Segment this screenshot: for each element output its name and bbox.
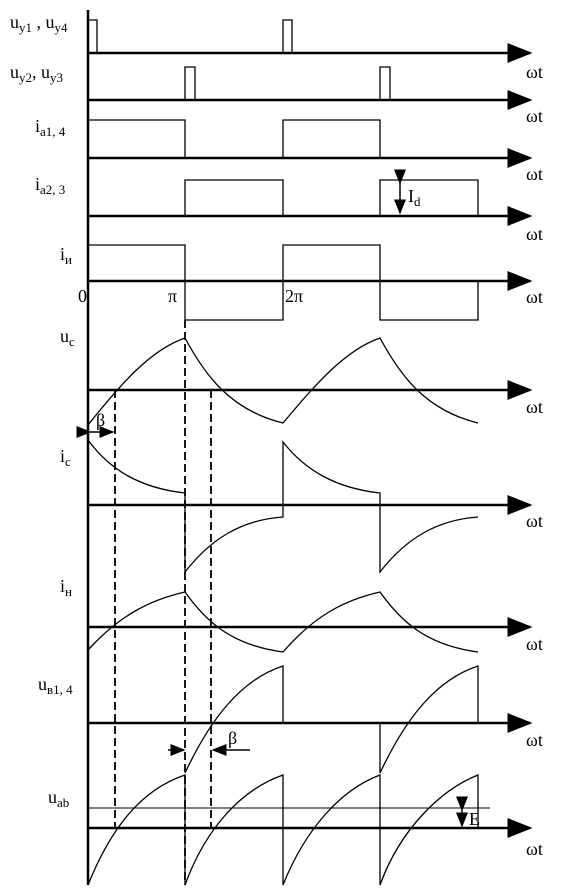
- axes: [86, 10, 533, 885]
- text: , u: [32, 12, 55, 32]
- angle-label: β: [228, 728, 237, 748]
- text: I: [408, 186, 414, 206]
- text: i: [60, 576, 65, 596]
- current-label: Id: [408, 186, 421, 209]
- signal-label: ic: [60, 446, 71, 469]
- subscript: c: [69, 334, 75, 349]
- phase-tick: 2π: [285, 286, 303, 306]
- text: u: [10, 12, 19, 32]
- phase-tick: 0: [78, 286, 87, 306]
- subscript: и: [65, 252, 72, 267]
- subscript: ab: [57, 795, 69, 810]
- axis-label: ωt: [526, 106, 543, 126]
- waveforms: [87, 19, 479, 886]
- axis-label: ωt: [526, 62, 543, 82]
- labels: 0 π 2π β β E: [78, 286, 480, 829]
- subscript: a1, 4: [40, 124, 66, 139]
- axis-label: ωt: [526, 287, 543, 307]
- signal-label: uab: [48, 787, 69, 810]
- subscript: y2: [19, 70, 32, 85]
- subscript: a2, 3: [40, 182, 65, 197]
- axis-label: ωt: [526, 511, 543, 531]
- signal-label: ia2, 3: [35, 174, 65, 197]
- subscript: y3: [50, 70, 63, 85]
- text: u: [10, 62, 19, 82]
- axis-label: ωt: [526, 224, 543, 244]
- signal-label: iн: [60, 576, 72, 599]
- text: i: [35, 174, 40, 194]
- text: u: [38, 674, 47, 694]
- subscript: c: [65, 454, 71, 469]
- text: i: [35, 116, 40, 136]
- signal-label: ia1, 4: [35, 116, 66, 139]
- subscript: y4: [55, 20, 69, 35]
- axis-label: ωt: [526, 730, 543, 750]
- axis-label: ωt: [526, 634, 543, 654]
- emf-label: E: [469, 809, 480, 829]
- subscript: y1: [19, 20, 32, 35]
- phase-tick: π: [168, 286, 177, 306]
- axis-label: ωt: [526, 164, 543, 184]
- signal-label: uc: [60, 326, 75, 349]
- axis-label: ωt: [526, 839, 543, 859]
- signal-label: iи: [60, 244, 72, 267]
- signal-label: uв1, 4: [38, 674, 73, 697]
- text: u: [48, 787, 57, 807]
- subscript: н: [65, 584, 72, 599]
- signal-label: uy1 , uy4: [10, 12, 68, 35]
- text: u: [60, 326, 69, 346]
- text: i: [60, 446, 65, 466]
- angle-label: β: [96, 410, 105, 430]
- signal-label: uy2, uy3: [10, 62, 63, 85]
- text: , u: [32, 62, 50, 82]
- text: i: [60, 244, 65, 264]
- subscript: d: [414, 194, 421, 209]
- guides: [76, 169, 468, 885]
- subscript: в1, 4: [47, 682, 73, 697]
- axis-label: ωt: [526, 397, 543, 417]
